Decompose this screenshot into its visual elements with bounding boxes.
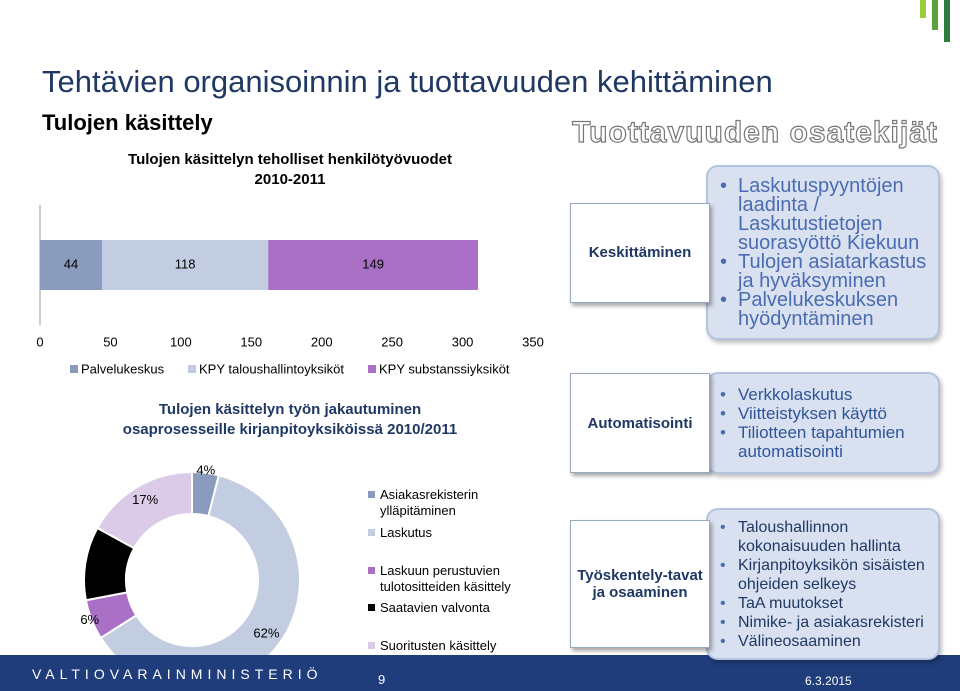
legend-swatch (70, 365, 78, 373)
legend-swatch (368, 642, 375, 649)
data-label: 4% (196, 462, 215, 477)
data-label: 44 (64, 256, 78, 271)
x-tick-label: 100 (170, 334, 192, 349)
bullet-box: Taloushallinnon kokonaisuuden hallintaKi… (706, 508, 940, 660)
legend-label: Asiakasrekisterin ylläpitäminen (380, 487, 479, 518)
legend-swatch (368, 567, 375, 574)
legend-label: Palvelukeskus (81, 361, 165, 376)
x-tick-label: 150 (240, 334, 262, 349)
x-tick-label: 0 (36, 334, 43, 349)
data-label: 149 (362, 256, 384, 271)
bar-segment (40, 240, 102, 290)
legend-swatch (368, 365, 376, 373)
decoration (932, 0, 938, 30)
chart-title: Tulojen käsittelyn työn jakautuminen (159, 401, 421, 418)
legend-label: Suoritusten käsittely (380, 638, 497, 653)
x-tick-label: 350 (522, 334, 544, 349)
decoration (920, 0, 926, 18)
footer-bar (0, 655, 960, 691)
bullet-item: Välineosaaminen (720, 632, 928, 651)
data-label: 118 (175, 256, 196, 271)
x-tick-label: 200 (311, 334, 333, 349)
bullet-item: Verkkolaskutus (720, 385, 928, 404)
legend-swatch (368, 491, 375, 498)
bullet-item: Tulojen asiatarkastus ja hyväksyminen (720, 252, 928, 291)
x-tick-label: 50 (103, 334, 117, 349)
factor-box: Työskentely-tavat ja osaaminen (570, 520, 710, 648)
legend-label: KPY substanssiyksiköt (379, 361, 510, 376)
bullet-box: Laskutuspyyntöjen laadinta / Laskutustie… (706, 165, 940, 340)
slide-title: Tehtävien organisoinnin ja tuottavuuden … (42, 64, 773, 99)
data-label: 6% (80, 612, 99, 627)
footer-date: 6.3.2015 (805, 674, 852, 688)
bar-segment (268, 240, 479, 290)
legend-label: Laskutus (380, 525, 433, 540)
bullet-item: Nimike- ja asiakasrekisteri (720, 613, 928, 632)
factor-box: Keskittäminen (570, 202, 710, 303)
footer-organization: VALTIOVARAINMINISTERIÖ (32, 666, 323, 682)
decoration (944, 0, 950, 42)
donut-segment (96, 470, 193, 550)
slide-subtitle: Tulojen käsittely (42, 110, 214, 135)
legend-swatch (188, 365, 196, 373)
data-label: 17% (132, 492, 158, 507)
bullet-item: Kirjanpitoyksikön sisäisten ohjeiden sel… (720, 556, 928, 594)
data-label: 62% (253, 626, 279, 641)
bullet-item: Viitteistyksen käyttö (720, 404, 928, 423)
bar-segment (101, 240, 269, 290)
legend-label: KPY taloushallintoyksiköt (199, 361, 344, 376)
factor-box: Automatisointi (570, 373, 710, 473)
bullet-box: VerkkolaskutusViitteistyksen käyttöTilio… (706, 372, 940, 474)
legend-label: Laskuun perustuvien tulotositteiden käsi… (380, 563, 511, 594)
bullet-item: Taloushallinnon kokonaisuuden hallinta (720, 518, 928, 556)
legend-swatch (368, 529, 375, 536)
legend-swatch (368, 604, 375, 611)
chart-title: Tulojen käsittelyn teholliset henkilötyö… (128, 151, 452, 168)
legend-label: Saatavien valvonta (380, 600, 490, 615)
bullet-item: TaA muutokset (720, 594, 928, 613)
bullet-item: Palvelukeskuksen hyödyntäminen (720, 290, 928, 329)
chart-title: 2010-2011 (255, 171, 326, 188)
bullet-item: Laskutuspyyntöjen laadinta / Laskutustie… (720, 176, 928, 253)
bullet-item: Tiliotteen tapahtumien automatisointi (720, 423, 928, 461)
diagram-title: Tuottavuuden osatekijät (572, 116, 938, 149)
x-tick-label: 300 (452, 334, 474, 349)
chart-title: osaprosesseille kirjanpitoyksiköissä 201… (123, 421, 457, 438)
x-tick-label: 250 (381, 334, 403, 349)
page-number: 9 (378, 672, 386, 687)
